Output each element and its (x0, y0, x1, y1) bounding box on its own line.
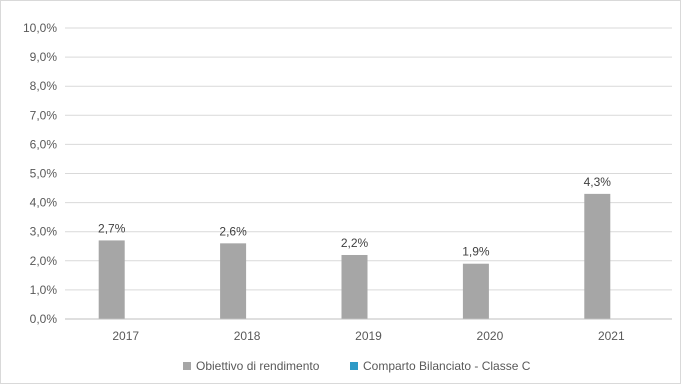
legend-swatch (350, 362, 358, 370)
legend-item: Comparto Bilanciato - Classe C (350, 359, 531, 373)
y-tick-label: 2,0% (30, 254, 58, 268)
y-tick-label: 3,0% (30, 225, 58, 239)
data-labels: 2,7% 2,6% 2,2% 1,9% 4,3% (98, 175, 611, 259)
bar-2020 (462, 263, 489, 319)
gridlines (65, 27, 672, 291)
y-axis-tick-labels: 0,0% 1,0% 2,0% 3,0% 4,0% 5,0% 6,0% 7,0% 8,0% 9,0%… (23, 21, 57, 326)
y-tick-label: 0,0% (30, 312, 58, 326)
legend-item: Obiettivo di rendimento (183, 359, 320, 373)
x-tick-label: 2021 (598, 329, 625, 343)
x-tick-label: 2019 (355, 329, 382, 343)
data-label-2018: 2,6% (219, 224, 247, 238)
data-label-2020: 1,9% (462, 245, 490, 259)
bar-2017 (98, 240, 125, 319)
bar-2018 (220, 243, 247, 319)
bar-2019 (341, 254, 368, 319)
y-tick-label: 8,0% (30, 79, 58, 93)
y-tick-label: 7,0% (30, 108, 58, 122)
data-label-2017: 2,7% (98, 221, 126, 235)
bar-2021 (584, 193, 611, 319)
x-axis-tick-labels: 2017 2018 2019 2020 2021 (112, 329, 625, 343)
legend: Obiettivo di rendimento Comparto Bilancia… (183, 359, 531, 373)
legend-label: Obiettivo di rendimento (196, 359, 320, 373)
x-tick-label: 2018 (234, 329, 261, 343)
data-label-2021: 4,3% (584, 175, 612, 189)
data-label-2019: 2,2% (341, 236, 369, 250)
x-tick-label: 2017 (112, 329, 139, 343)
bars (98, 193, 611, 319)
y-tick-label: 5,0% (30, 167, 58, 181)
legend-label: Comparto Bilanciato - Classe C (363, 359, 531, 373)
y-tick-label: 1,0% (30, 283, 58, 297)
x-tick-label: 2020 (477, 329, 504, 343)
y-tick-label: 6,0% (30, 137, 58, 151)
y-tick-label: 4,0% (30, 196, 58, 210)
y-tick-label: 9,0% (30, 50, 58, 64)
legend-swatch (183, 362, 191, 370)
y-tick-label: 10,0% (23, 21, 57, 35)
